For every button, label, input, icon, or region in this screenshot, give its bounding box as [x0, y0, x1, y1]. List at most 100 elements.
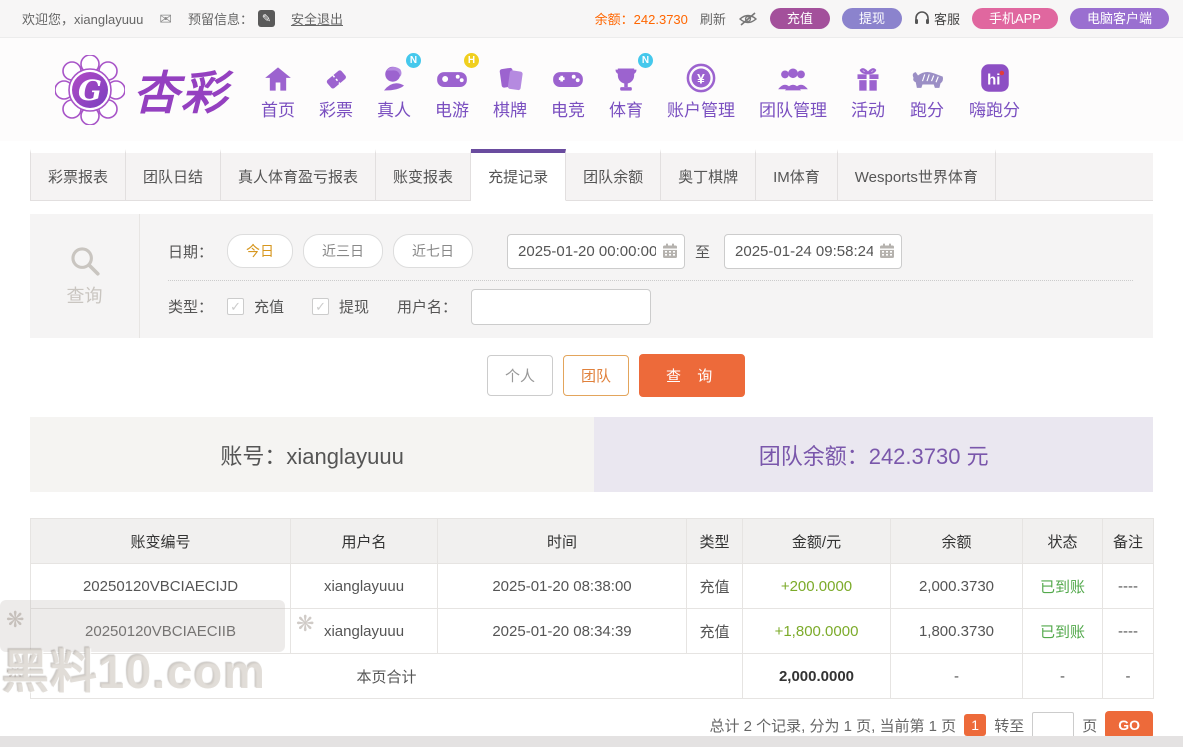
hi-icon: hi [980, 63, 1009, 92]
total-status: - [1022, 653, 1103, 699]
date-label: 日期： [168, 243, 214, 261]
search-side-label: 查询 [66, 286, 103, 306]
total-remark: - [1102, 653, 1154, 699]
type-label: 类型： [168, 299, 214, 316]
pagination-summary: 总计 2 个记录, 分为 1 页, 当前第 1 页 [709, 717, 957, 735]
headset-icon [914, 11, 929, 24]
username-label: 用户名： [397, 299, 458, 316]
personal-button[interactable]: 个人 [487, 355, 554, 396]
deposit-checkbox[interactable] [227, 298, 245, 315]
refresh-link[interactable]: 刷新 [699, 12, 726, 27]
tab-im-sports[interactable]: IM体育 [756, 149, 838, 200]
date-to-input[interactable] [724, 233, 903, 269]
account-summary-bar: 账号：xianglayuuu 团队余额：242.3730 元 [30, 417, 1153, 492]
range-7days-button[interactable]: 近七日 [393, 234, 474, 268]
gamepad-icon [437, 71, 467, 87]
total-label: 本页合计 [30, 653, 743, 699]
team-button[interactable]: 团队 [563, 355, 630, 396]
search-icon [70, 247, 100, 276]
logo-flower-icon: G [55, 54, 125, 125]
goto-label: 转至 [994, 717, 1025, 735]
total-balance: - [890, 653, 1023, 699]
deposit-checkbox-label: 充值 [254, 299, 285, 316]
date-from-input[interactable] [507, 233, 686, 269]
records-table: 账变编号 用户名 时间 类型 金额/元 余额 状态 备注 20250120VBC… [30, 518, 1154, 699]
nav-item-cards[interactable]: 棋牌 [481, 59, 539, 121]
team-icon [778, 67, 808, 90]
logout-link[interactable]: 安全退出 [290, 12, 343, 27]
nav-item-sports[interactable]: N 体育 [597, 52, 655, 121]
withdraw-button[interactable]: 提现 [841, 8, 902, 29]
table-row: 20250120VBCIAECIJD xianglayuuu 2025-01-2… [30, 563, 1154, 609]
topbar: 欢迎您，xianglayuuu ✉ 预留信息： ✎ 安全退出 余额：242.37… [0, 0, 1183, 38]
nav-item-home[interactable]: 首页 [249, 59, 307, 121]
nav-item-activity[interactable]: 活动 [839, 59, 897, 121]
date-filter-row: 日期： 今日 近三日 近七日 至 [168, 228, 1133, 274]
page-unit-label: 页 [1082, 717, 1098, 735]
col-amount: 金额/元 [742, 518, 891, 564]
nav-item-lottery[interactable]: 彩票 [307, 59, 365, 121]
tab-team-daily[interactable]: 团队日结 [126, 149, 222, 200]
range-today-button[interactable]: 今日 [227, 234, 294, 268]
withdraw-checkbox[interactable] [312, 298, 330, 315]
tab-wesports[interactable]: Wesports世界体育 [838, 149, 996, 200]
nav-item-live[interactable]: N 真人 [365, 52, 423, 121]
query-button[interactable]: 查 询 [639, 354, 746, 397]
filter-panel: 查询 日期： 今日 近三日 近七日 至 类型： [30, 214, 1153, 338]
col-username: 用户名 [290, 518, 438, 564]
go-button[interactable]: GO [1105, 711, 1153, 739]
mobile-app-button[interactable]: 手机APP [971, 8, 1058, 29]
tab-aoding-cards[interactable]: 奥丁棋牌 [661, 149, 757, 200]
cell-amount: +1,800.0000 [742, 608, 891, 654]
trophy-icon [615, 68, 637, 91]
nav-item-egames[interactable]: H 电游 [423, 52, 481, 121]
cell-username: xianglayuuu [290, 563, 438, 609]
calendar-icon[interactable] [662, 243, 678, 259]
nav-item-team[interactable]: 团队管理 [747, 59, 839, 121]
tab-live-sports-pl[interactable]: 真人体育盈亏报表 [221, 149, 377, 200]
nav-item-paofen[interactable]: 跑分 [897, 59, 957, 121]
esports-gamepad-icon [553, 71, 583, 87]
col-status: 状态 [1022, 518, 1103, 564]
sparkle-icon: ❊ [6, 659, 25, 684]
tab-lottery-report[interactable]: 彩票报表 [30, 149, 127, 200]
cell-username: xianglayuuu [290, 608, 438, 654]
ticket-icon [326, 69, 346, 89]
tab-account-change[interactable]: 账变报表 [376, 149, 472, 200]
calendar-icon[interactable] [879, 243, 895, 259]
goto-page-input[interactable] [1032, 711, 1075, 739]
balance-text: 余额：242.3730 [594, 12, 688, 27]
customer-service[interactable]: 客服 [914, 9, 960, 28]
eye-off-icon[interactable] [738, 11, 758, 27]
bottom-strip [0, 736, 1183, 747]
to-label: 至 [695, 243, 711, 261]
account-name: 账号：xianglayuuu [30, 417, 595, 492]
cell-status: 已到账 [1022, 608, 1103, 654]
sparkle-icon: ❋ [6, 607, 25, 632]
pc-client-button[interactable]: 电脑客户端 [1069, 8, 1169, 29]
mail-icon[interactable]: ✉ [159, 10, 172, 28]
brand-logo[interactable]: G 杏彩 [55, 54, 229, 125]
cell-remark: ---- [1102, 608, 1154, 654]
welcome-text: 欢迎您，xianglayuuu [22, 12, 144, 27]
reserved-info-label: 预留信息： [187, 12, 253, 27]
nav-item-account[interactable]: ¥ 账户管理 [655, 59, 747, 121]
service-label: 客服 [933, 12, 960, 27]
nav-item-hi-paofen[interactable]: hi 嗨跑分 [957, 59, 1032, 121]
col-time: 时间 [437, 518, 687, 564]
tab-team-balance[interactable]: 团队余额 [566, 149, 662, 200]
edit-icon[interactable]: ✎ [257, 10, 275, 27]
site-header: G 杏彩 首页 彩票 N 真人 H 电游 棋牌 [0, 38, 1183, 141]
tab-deposit-withdraw-records[interactable]: 充提记录 [471, 149, 567, 201]
pagination: 总计 2 个记录, 分为 1 页, 当前第 1 页 1 转至 页 GO [30, 711, 1153, 739]
range-3days-button[interactable]: 近三日 [303, 234, 384, 268]
cell-type: 充值 [686, 563, 743, 609]
username-input[interactable] [471, 288, 652, 325]
cell-time: 2025-01-20 08:34:39 [437, 608, 687, 654]
svg-text:hi: hi [987, 71, 1000, 88]
nav-item-esports[interactable]: 电竞 [539, 59, 597, 121]
cell-status: 已到账 [1022, 563, 1103, 609]
page-1-button[interactable]: 1 [964, 714, 987, 736]
cell-amount: +200.0000 [742, 563, 891, 609]
deposit-button[interactable]: 充值 [769, 8, 830, 29]
